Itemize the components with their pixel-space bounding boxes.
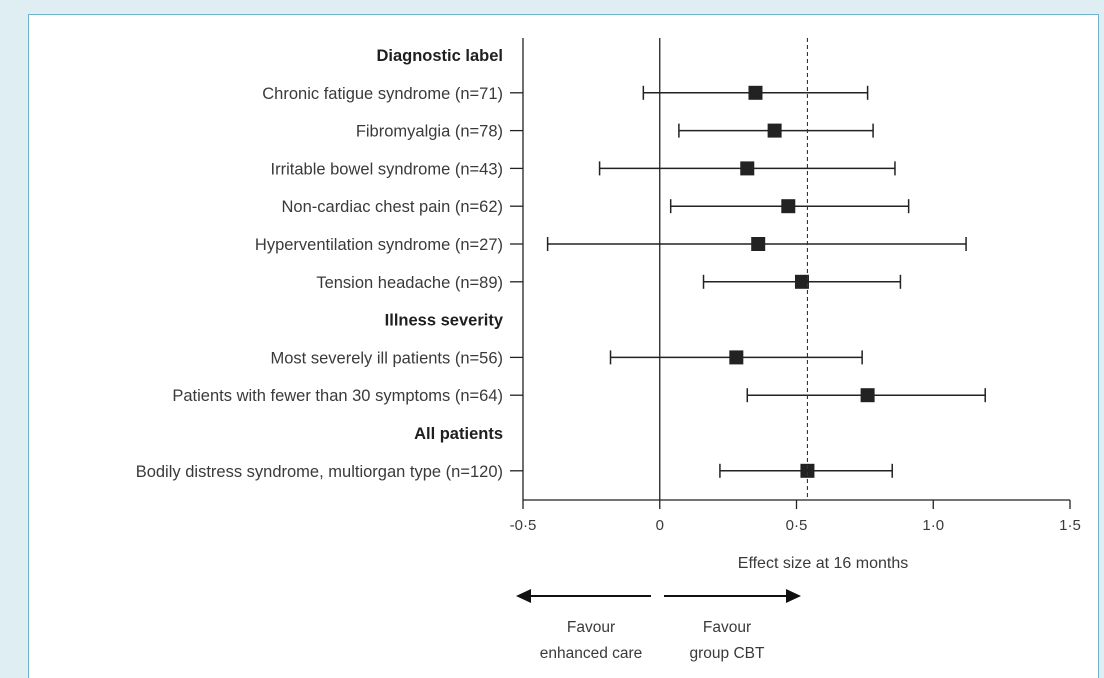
group-header-label: All patients — [414, 425, 503, 443]
point-estimate-marker — [748, 85, 763, 100]
row-label: Hyperventilation syndrome (n=27) — [255, 236, 503, 254]
row-label: Irritable bowel syndrome (n=43) — [271, 160, 503, 178]
point-estimate-marker — [860, 388, 875, 403]
row-label: Chronic fatigue syndrome (n=71) — [262, 85, 503, 103]
arrow-right-icon — [786, 589, 801, 603]
group-header-row: All patients — [414, 425, 503, 443]
estimate-row: Patients with fewer than 30 symptoms (n=… — [172, 387, 986, 405]
point-estimate-marker — [751, 237, 766, 251]
row-label: Non-cardiac chest pain (n=62) — [282, 198, 504, 216]
point-estimate-marker — [781, 199, 796, 214]
arrow-left-icon — [516, 589, 531, 603]
favour-left-line2: enhanced care — [540, 645, 643, 662]
direction-indicator: Favour enhanced care Favour group CBT — [516, 589, 801, 662]
favour-right-line2: group CBT — [690, 645, 765, 662]
estimate-row: Hyperventilation syndrome (n=27) — [255, 236, 967, 254]
x-tick-label: 0 — [656, 517, 664, 534]
row-label: Patients with fewer than 30 symptoms (n=… — [172, 387, 503, 405]
row-label: Most severely ill patients (n=56) — [271, 349, 503, 367]
point-estimate-marker — [800, 463, 815, 478]
point-estimate-marker — [729, 350, 744, 365]
x-tick-label: 1·0 — [922, 517, 944, 534]
estimate-row: Fibromyalgia (n=78) — [356, 123, 874, 141]
point-estimate-marker — [740, 161, 755, 176]
point-estimate-marker — [767, 123, 782, 138]
group-header-row: Illness severity — [385, 312, 504, 330]
estimate-row: Non-cardiac chest pain (n=62) — [282, 198, 910, 216]
group-header-label: Diagnostic label — [376, 47, 503, 65]
favour-right-line1: Favour — [703, 619, 751, 636]
row-label: Fibromyalgia (n=78) — [356, 123, 503, 141]
estimate-row: Irritable bowel syndrome (n=43) — [271, 160, 896, 178]
x-tick-label: -0·5 — [510, 517, 537, 534]
row-label: Tension headache (n=89) — [316, 274, 503, 292]
x-tick-label: 1·5 — [1059, 517, 1081, 534]
point-estimate-marker — [794, 274, 809, 289]
group-header-row: Diagnostic label — [376, 47, 503, 65]
estimate-row: Most severely ill patients (n=56) — [271, 349, 863, 367]
row-label: Bodily distress syndrome, multiorgan typ… — [136, 463, 503, 481]
estimate-row: Tension headache (n=89) — [316, 274, 902, 292]
estimate-row: Chronic fatigue syndrome (n=71) — [262, 85, 869, 103]
estimate-row: Bodily distress syndrome, multiorgan typ… — [136, 463, 893, 481]
x-tick-label: 0·5 — [786, 517, 808, 534]
chart-panel — [28, 14, 1099, 678]
group-header-label: Illness severity — [385, 312, 504, 330]
x-axis-label: Effect size at 16 months — [738, 555, 908, 572]
favour-left-line1: Favour — [567, 619, 615, 636]
